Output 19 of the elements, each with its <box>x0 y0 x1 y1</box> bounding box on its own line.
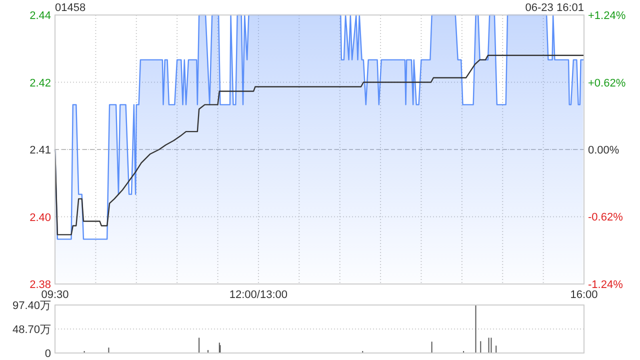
line-series <box>54 54 584 236</box>
y2-tick-label: -1.24% <box>588 279 624 291</box>
chart-title: 01458 <box>55 2 86 14</box>
y-tick-label: 2.40 <box>30 212 51 224</box>
y2-tick-label: +0.62% <box>588 77 626 90</box>
y-tick-label: 97.40万 <box>12 300 51 312</box>
y-tick-label: 2.42 <box>30 77 51 90</box>
y-tick-label: 48.70万 <box>12 324 51 336</box>
y-tick-label: 0 <box>44 348 51 360</box>
text: 06-23 16:01 <box>525 2 584 14</box>
y2-tick-label: -0.62% <box>588 212 624 224</box>
y2-tick-label: 0.00% <box>588 144 620 156</box>
y-tick-label: 2.41 <box>30 144 51 156</box>
x-tick-label: 09:30 <box>41 289 69 301</box>
y2-tick-label: +1.24% <box>588 10 626 22</box>
y-tick-label: 2.38 <box>30 279 51 291</box>
x-tick-label: 16:00 <box>570 289 598 301</box>
x-tick-label: 12:00/13:00 <box>229 289 288 301</box>
y-tick-label: 2.44 <box>30 10 51 22</box>
